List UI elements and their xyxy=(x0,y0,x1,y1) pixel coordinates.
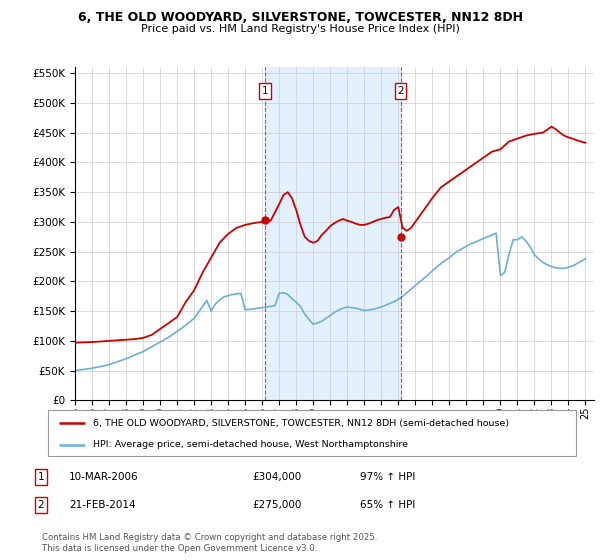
Text: Price paid vs. HM Land Registry's House Price Index (HPI): Price paid vs. HM Land Registry's House … xyxy=(140,24,460,34)
Text: 1: 1 xyxy=(37,472,44,482)
Text: 97% ↑ HPI: 97% ↑ HPI xyxy=(360,472,415,482)
Bar xyxy=(265,67,401,400)
Text: 6, THE OLD WOODYARD, SILVERSTONE, TOWCESTER, NN12 8DH: 6, THE OLD WOODYARD, SILVERSTONE, TOWCES… xyxy=(77,11,523,24)
Text: 10-MAR-2006: 10-MAR-2006 xyxy=(69,472,139,482)
Text: £304,000: £304,000 xyxy=(252,472,301,482)
Text: £275,000: £275,000 xyxy=(252,500,301,510)
Text: Contains HM Land Registry data © Crown copyright and database right 2025.
This d: Contains HM Land Registry data © Crown c… xyxy=(42,533,377,553)
Text: HPI: Average price, semi-detached house, West Northamptonshire: HPI: Average price, semi-detached house,… xyxy=(93,440,408,450)
Text: 1: 1 xyxy=(262,86,269,96)
Text: 6, THE OLD WOODYARD, SILVERSTONE, TOWCESTER, NN12 8DH (semi-detached house): 6, THE OLD WOODYARD, SILVERSTONE, TOWCES… xyxy=(93,419,509,428)
Text: 2: 2 xyxy=(37,500,44,510)
Text: 65% ↑ HPI: 65% ↑ HPI xyxy=(360,500,415,510)
Text: 2: 2 xyxy=(397,86,404,96)
Text: 21-FEB-2014: 21-FEB-2014 xyxy=(69,500,136,510)
